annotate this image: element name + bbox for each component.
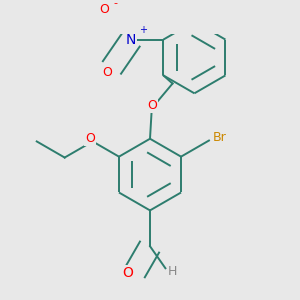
Text: O: O	[147, 99, 157, 112]
Text: O: O	[99, 3, 109, 16]
Text: Br: Br	[213, 131, 227, 144]
Text: O: O	[85, 132, 95, 145]
Text: H: H	[168, 265, 177, 278]
Text: O: O	[102, 66, 112, 79]
Text: O: O	[122, 266, 133, 280]
Text: +: +	[140, 25, 147, 35]
Text: -: -	[113, 0, 117, 8]
Text: N: N	[126, 33, 136, 46]
